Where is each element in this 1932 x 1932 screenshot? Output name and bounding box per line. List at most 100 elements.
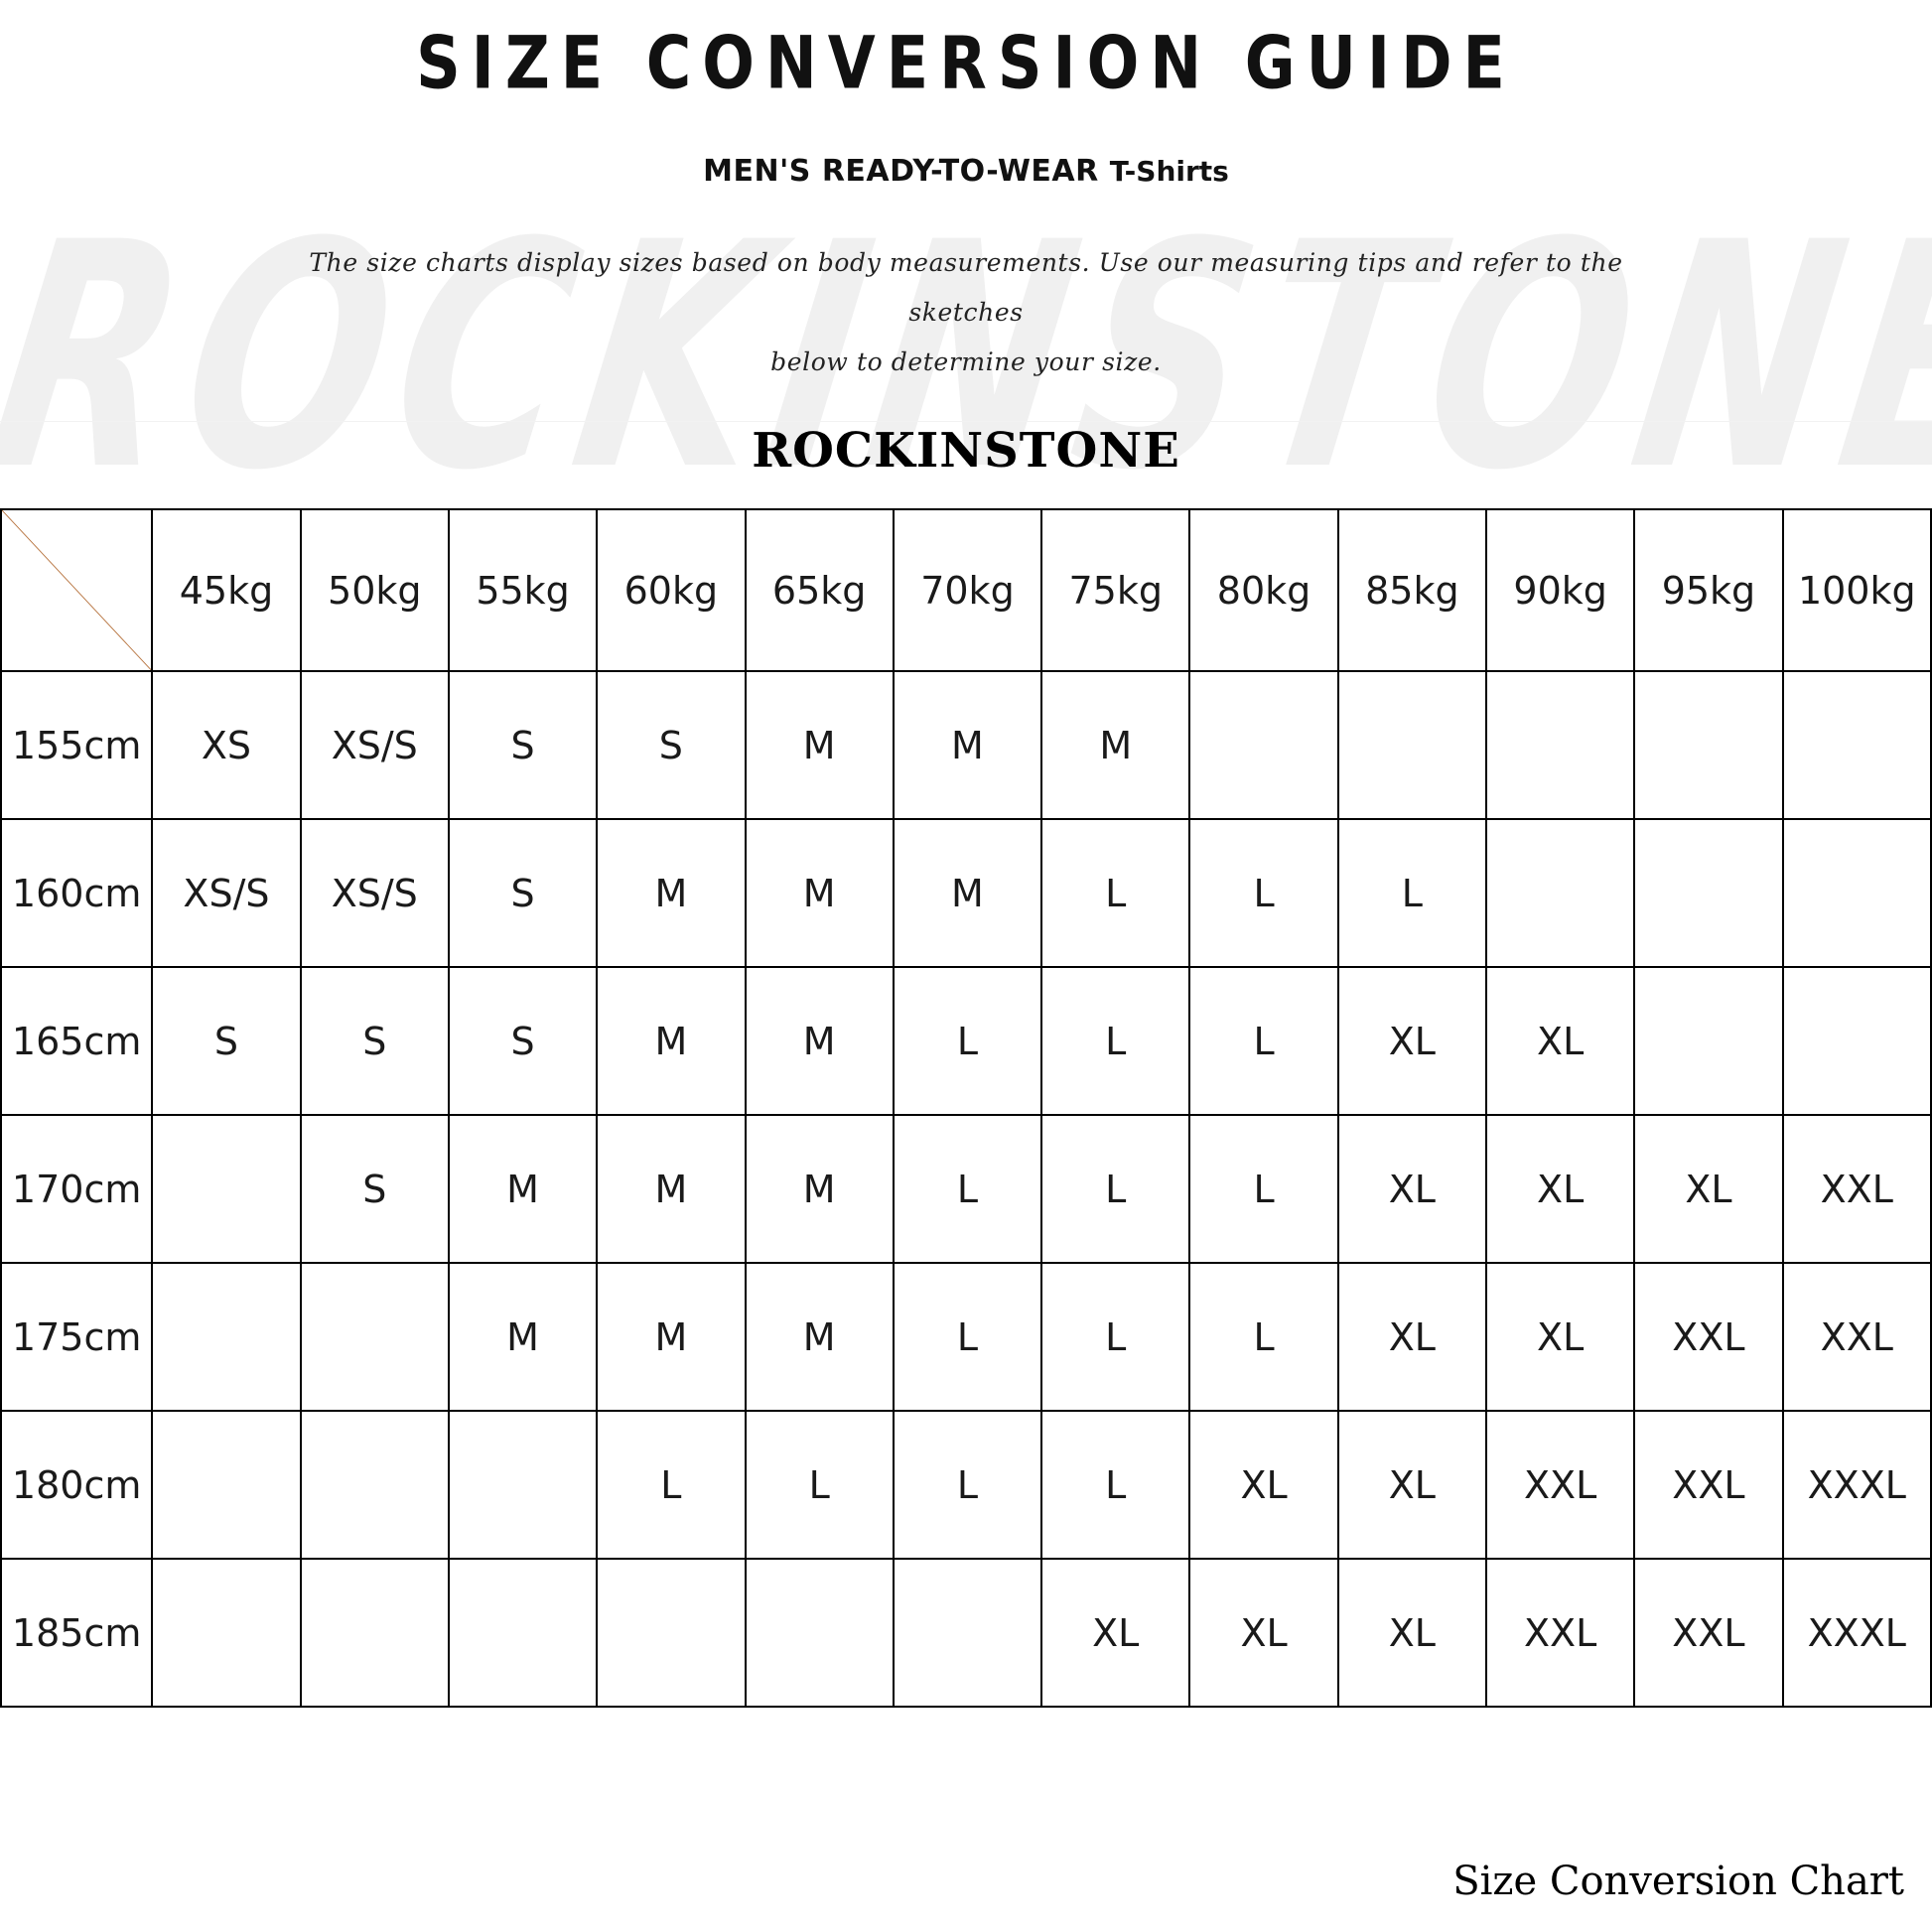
size-cell-175cm-55kg: M — [447, 1262, 599, 1412]
size-cell-170cm-80kg: L — [1188, 1114, 1339, 1264]
row-header-155cm: 155cm — [0, 670, 154, 820]
size-cell-185cm-85kg: XL — [1336, 1558, 1487, 1708]
row-header-165cm: 165cm — [0, 966, 154, 1116]
size-cell-170cm-65kg: M — [744, 1114, 895, 1264]
size-cell-175cm-60kg: M — [596, 1262, 747, 1412]
size-table-container: 45kg 50kg 55kg 60kg 65kg 70kg 75kg 80kg 85kg 90kg… — [0, 508, 1932, 1708]
size-cell-180cm-90kg: XXL — [1484, 1410, 1636, 1560]
row-header-170cm: 170cm — [0, 1114, 154, 1264]
size-cell-165cm-80kg: L — [1188, 966, 1339, 1116]
size-cell-155cm-65kg: M — [744, 670, 895, 820]
column-header-70kg: 70kg — [892, 508, 1043, 672]
size-cell-185cm-90kg: XXL — [1484, 1558, 1636, 1708]
intro-text: The size charts display sizes based on b… — [301, 238, 1631, 387]
column-header-65kg: 65kg — [744, 508, 895, 672]
intro-line-2: below to determine your size. — [770, 347, 1162, 376]
size-cell-160cm-65kg: M — [744, 818, 895, 968]
size-cell-165cm-90kg: XL — [1484, 966, 1636, 1116]
size-cell-185cm-80kg: XL — [1188, 1558, 1339, 1708]
size-cell-170cm-50kg: S — [299, 1114, 450, 1264]
column-header-60kg: 60kg — [596, 508, 747, 672]
size-cell-175cm-100kg: XXL — [1781, 1262, 1932, 1412]
size-cell-180cm-45kg — [151, 1410, 302, 1560]
size-cell-155cm-60kg: S — [596, 670, 747, 820]
size-cell-175cm-80kg: L — [1188, 1262, 1339, 1412]
column-header-55kg: 55kg — [447, 508, 599, 672]
diagonal-divider-icon — [2, 510, 151, 670]
column-header-45kg: 45kg — [151, 508, 302, 672]
size-cell-165cm-85kg: XL — [1336, 966, 1487, 1116]
row-header-185cm: 185cm — [0, 1558, 154, 1708]
header-zone: SIZE CONVERSION GUIDE MEN'S READY-TO-WEA… — [0, 20, 1932, 479]
size-cell-175cm-65kg: M — [744, 1262, 895, 1412]
size-cell-185cm-50kg — [299, 1558, 450, 1708]
size-cell-170cm-90kg: XL — [1484, 1114, 1636, 1264]
size-cell-155cm-100kg — [1781, 670, 1932, 820]
size-cell-160cm-50kg: XS/S — [299, 818, 450, 968]
size-cell-180cm-55kg — [447, 1410, 599, 1560]
size-cell-185cm-75kg: XL — [1040, 1558, 1191, 1708]
size-cell-175cm-70kg: L — [892, 1262, 1043, 1412]
size-cell-155cm-50kg: XS/S — [299, 670, 450, 820]
size-cell-155cm-45kg: XS — [151, 670, 302, 820]
size-cell-185cm-45kg — [151, 1558, 302, 1708]
size-cell-185cm-100kg: XXXL — [1781, 1558, 1932, 1708]
size-cell-180cm-50kg — [299, 1410, 450, 1560]
table-row: 185cm XL XL XL XXL XXL XXXL — [0, 1558, 1932, 1708]
table-row: 175cm M M M L L L XL XL XXL XXL — [0, 1262, 1932, 1412]
size-cell-165cm-100kg — [1781, 966, 1932, 1116]
size-cell-180cm-85kg: XL — [1336, 1410, 1487, 1560]
column-header-85kg: 85kg — [1336, 508, 1487, 672]
page-title: SIZE CONVERSION GUIDE — [416, 20, 1516, 106]
size-cell-165cm-60kg: M — [596, 966, 747, 1116]
size-cell-180cm-60kg: L — [596, 1410, 747, 1560]
size-cell-175cm-90kg: XL — [1484, 1262, 1636, 1412]
size-cell-160cm-90kg — [1484, 818, 1636, 968]
size-cell-160cm-80kg: L — [1188, 818, 1339, 968]
size-cell-160cm-85kg: L — [1336, 818, 1487, 968]
size-conversion-page: ROCKINSTONE SIZE CONVERSION GUIDE MEN'S … — [0, 20, 1932, 1932]
size-cell-185cm-65kg — [744, 1558, 895, 1708]
size-cell-165cm-55kg: S — [447, 966, 599, 1116]
size-cell-160cm-70kg: M — [892, 818, 1043, 968]
size-cell-180cm-80kg: XL — [1188, 1410, 1339, 1560]
subtitle-category: T-Shirts — [1109, 155, 1229, 188]
column-header-80kg: 80kg — [1188, 508, 1339, 672]
column-header-75kg: 75kg — [1040, 508, 1191, 672]
column-header-95kg: 95kg — [1633, 508, 1784, 672]
size-cell-170cm-70kg: L — [892, 1114, 1043, 1264]
size-cell-175cm-85kg: XL — [1336, 1262, 1487, 1412]
table-row: 160cm XS/S XS/S S M M M L L L — [0, 818, 1932, 968]
table-row: 155cm XS XS/S S S M M M — [0, 670, 1932, 820]
size-cell-155cm-80kg — [1188, 670, 1339, 820]
size-cell-185cm-60kg — [596, 1558, 747, 1708]
size-cell-185cm-70kg — [892, 1558, 1043, 1708]
size-cell-165cm-70kg: L — [892, 966, 1043, 1116]
size-cell-180cm-100kg: XXXL — [1781, 1410, 1932, 1560]
column-header-100kg: 100kg — [1781, 508, 1932, 672]
size-cell-180cm-75kg: L — [1040, 1410, 1191, 1560]
size-cell-155cm-95kg — [1633, 670, 1784, 820]
size-cell-170cm-85kg: XL — [1336, 1114, 1487, 1264]
size-cell-160cm-55kg: S — [447, 818, 599, 968]
size-cell-165cm-50kg: S — [299, 966, 450, 1116]
table-row: 180cm L L L L XL XL XXL XXL XXXL — [0, 1410, 1932, 1560]
size-cell-160cm-75kg: L — [1040, 818, 1191, 968]
size-cell-170cm-100kg: XXL — [1781, 1114, 1932, 1264]
size-cell-155cm-70kg: M — [892, 670, 1043, 820]
size-cell-155cm-85kg — [1336, 670, 1487, 820]
table-header-row: 45kg 50kg 55kg 60kg 65kg 70kg 75kg 80kg 85kg 90kg… — [0, 508, 1932, 672]
size-cell-170cm-55kg: M — [447, 1114, 599, 1264]
column-header-90kg: 90kg — [1484, 508, 1636, 672]
watermark-rule — [0, 421, 1932, 422]
table-corner-cell — [0, 508, 154, 672]
table-row: 165cm S S S M M L L L XL XL — [0, 966, 1932, 1116]
size-cell-185cm-55kg — [447, 1558, 599, 1708]
size-cell-165cm-65kg: M — [744, 966, 895, 1116]
brand-name: ROCKINSTONE — [752, 423, 1180, 479]
size-cell-170cm-60kg: M — [596, 1114, 747, 1264]
size-cell-175cm-95kg: XXL — [1633, 1262, 1784, 1412]
size-cell-155cm-75kg: M — [1040, 670, 1191, 820]
size-cell-160cm-60kg: M — [596, 818, 747, 968]
intro-line-1: The size charts display sizes based on b… — [309, 248, 1623, 327]
